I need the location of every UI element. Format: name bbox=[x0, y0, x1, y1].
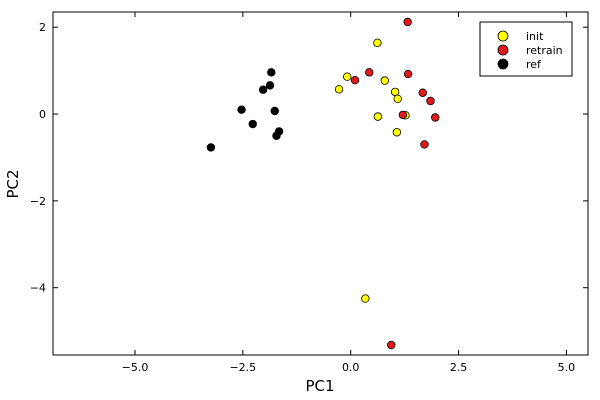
point-retrain bbox=[398, 110, 408, 120]
data-points bbox=[206, 17, 440, 350]
point-init bbox=[393, 94, 402, 104]
point-init bbox=[392, 128, 402, 137]
x-tick-label: −2.5 bbox=[229, 361, 256, 374]
point-retrain bbox=[387, 340, 396, 350]
point-retrain bbox=[418, 88, 427, 97]
y-tick-label: 2 bbox=[39, 21, 46, 34]
point-ref bbox=[248, 119, 257, 129]
point-retrain bbox=[403, 69, 413, 79]
point-init bbox=[334, 85, 344, 94]
point-retrain bbox=[420, 140, 429, 149]
x-axis-title: PC1 bbox=[305, 377, 334, 395]
point-ref bbox=[267, 68, 276, 77]
point-ref bbox=[272, 131, 281, 140]
legend-marker-retrain bbox=[497, 44, 509, 56]
legend-box bbox=[479, 21, 573, 77]
point-ref bbox=[265, 81, 275, 90]
x-tick-label: 5.0 bbox=[558, 361, 576, 374]
y-axis-title: PC2 bbox=[4, 169, 22, 198]
y-tick-label: −4 bbox=[30, 282, 46, 295]
legend-label-retrain: retrain bbox=[526, 44, 563, 57]
point-init bbox=[380, 76, 389, 85]
point-ref bbox=[258, 85, 268, 94]
point-retrain bbox=[426, 96, 435, 106]
point-init bbox=[361, 294, 370, 303]
x-tick-label: 2.5 bbox=[450, 361, 468, 374]
point-init bbox=[343, 72, 352, 81]
point-init bbox=[390, 87, 400, 97]
legend-marker-ref bbox=[497, 58, 509, 70]
point-init bbox=[373, 38, 382, 48]
point-retrain bbox=[350, 75, 360, 85]
axis-ticks: −5.0 −2.5 0.0 2.5 5.0 2 0 −2 −4 bbox=[30, 12, 588, 374]
point-ref bbox=[237, 105, 246, 114]
x-tick-label: 0.0 bbox=[342, 361, 360, 374]
point-ref bbox=[206, 143, 216, 152]
y-tick-label: 0 bbox=[39, 108, 46, 121]
point-retrain bbox=[431, 113, 440, 122]
point-retrain bbox=[365, 68, 374, 77]
legend-marker-init bbox=[497, 30, 509, 42]
legend-label-ref: ref bbox=[526, 58, 542, 71]
legend-label-init: init bbox=[526, 30, 544, 43]
y-tick-label: −2 bbox=[30, 195, 46, 208]
point-ref bbox=[270, 106, 279, 116]
point-init bbox=[373, 112, 383, 121]
x-tick-label: −5.0 bbox=[122, 361, 149, 374]
point-retrain bbox=[403, 17, 412, 27]
